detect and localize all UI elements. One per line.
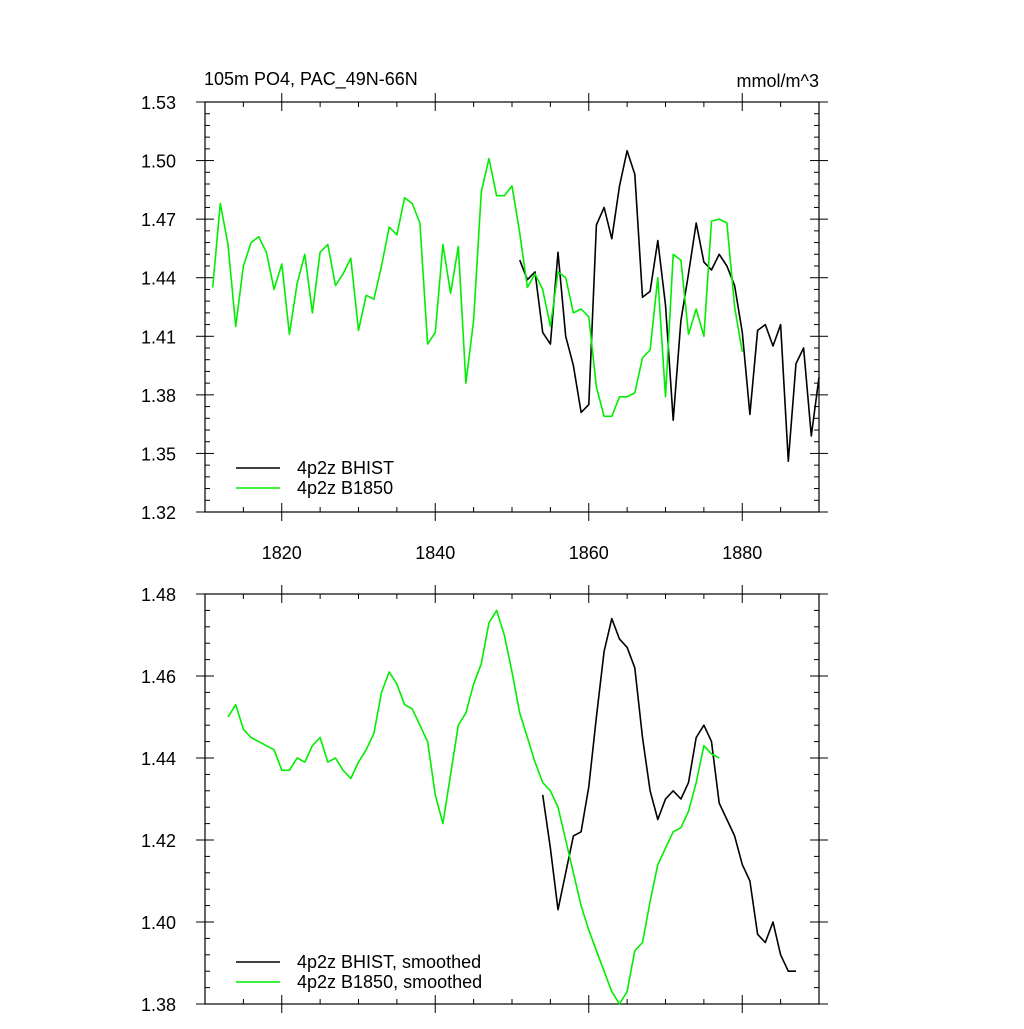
y-tick-label: 1.40 bbox=[141, 913, 176, 933]
units-label: mmol/m^3 bbox=[737, 71, 819, 91]
x-tick-label: 1820 bbox=[262, 543, 302, 563]
y-tick-label: 1.42 bbox=[141, 831, 176, 851]
y-tick-label: 1.44 bbox=[141, 269, 176, 289]
x-tick-label: 1840 bbox=[415, 543, 455, 563]
series-line-2 bbox=[211, 157, 744, 418]
y-tick-label: 1.38 bbox=[141, 386, 176, 406]
x-tick-label: 1860 bbox=[569, 543, 609, 563]
plot-frame bbox=[204, 593, 820, 1005]
y-tick-label: 1.38 bbox=[141, 995, 176, 1015]
series-line-2 bbox=[227, 609, 720, 1005]
y-tick-label: 1.41 bbox=[141, 327, 176, 347]
chart-title: 105m PO4, PAC_49N-66N bbox=[204, 69, 418, 90]
legend-label: 4p2z BHIST bbox=[297, 458, 394, 478]
y-tick-label: 1.32 bbox=[141, 503, 176, 523]
y-tick-label: 1.50 bbox=[141, 152, 176, 172]
top-panel: 105m PO4, PAC_49N-66N mmol/m^3 1820 1840 1… bbox=[141, 69, 828, 563]
series-line-1 bbox=[518, 150, 820, 463]
series-line-1 bbox=[541, 617, 796, 973]
bottom-panel: 1.38 1.40 1.42 1.44 1.46 1.48 4p2z BHIST, smoo… bbox=[141, 585, 828, 1015]
legend-label: 4p2z B1850, smoothed bbox=[297, 972, 482, 992]
y-tick-label: 1.47 bbox=[141, 210, 176, 230]
y-tick-label: 1.35 bbox=[141, 444, 176, 464]
legend-label: 4p2z BHIST, smoothed bbox=[297, 952, 481, 972]
y-tick-label: 1.44 bbox=[141, 749, 176, 769]
x-tick-label: 1880 bbox=[722, 543, 762, 563]
plot-frame bbox=[204, 101, 820, 513]
y-tick-label: 1.46 bbox=[141, 667, 176, 687]
y-tick-label: 1.48 bbox=[141, 585, 176, 605]
y-tick-label: 1.53 bbox=[141, 93, 176, 113]
legend-label: 4p2z B1850 bbox=[297, 478, 393, 498]
